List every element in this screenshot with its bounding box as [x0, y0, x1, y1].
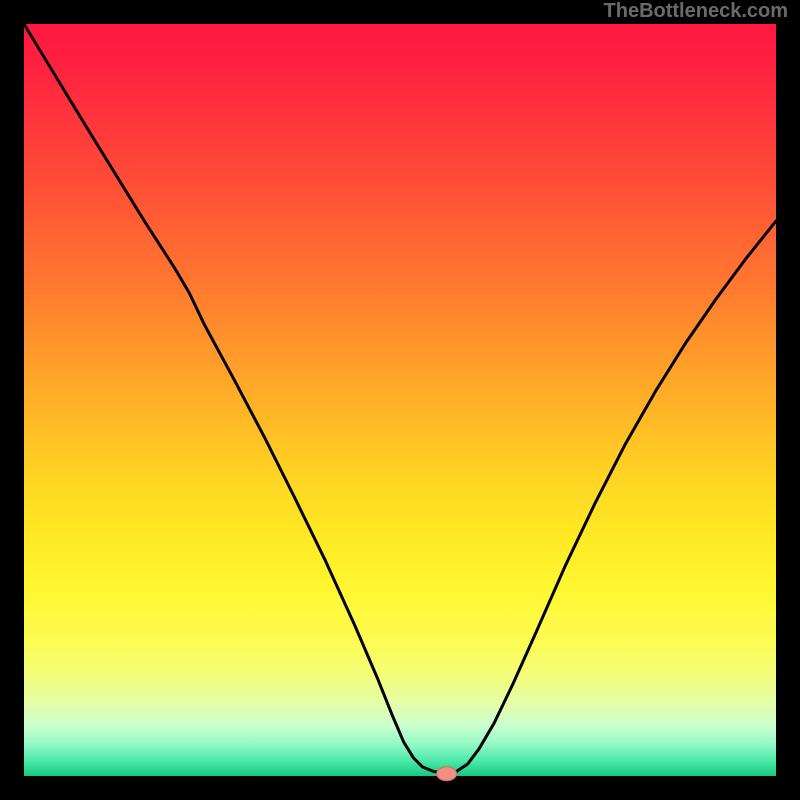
- chart-frame: { "meta": { "watermark_text": "TheBottle…: [0, 0, 800, 800]
- optimal-marker: [437, 767, 457, 781]
- bottleneck-chart: [0, 0, 800, 800]
- plot-background: [24, 24, 776, 776]
- watermark-text: TheBottleneck.com: [604, 0, 788, 23]
